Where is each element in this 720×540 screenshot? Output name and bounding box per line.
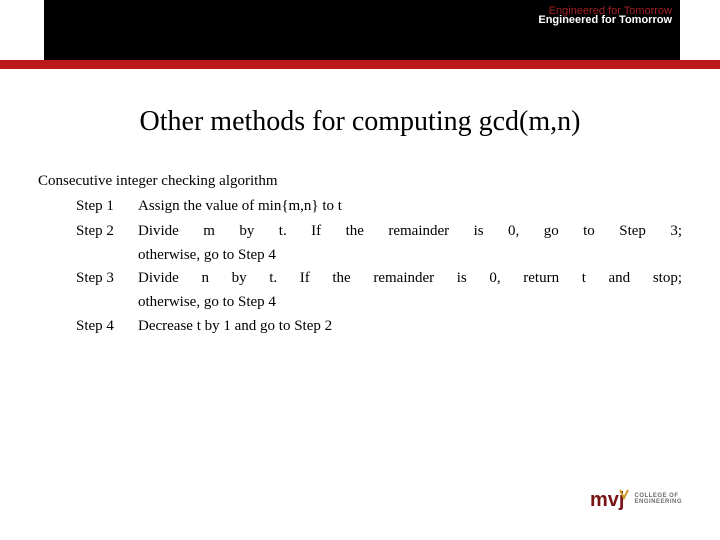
step-row: Step 1 Assign the value of min{m,n} to t — [38, 195, 682, 218]
step-text: Assign the value of min{m,n} to t — [138, 195, 682, 218]
footer-logo: mvj COLLEGE OF ENGINEERING — [590, 484, 682, 514]
header-accent-bar — [0, 60, 720, 69]
logo-icon: mvj — [590, 484, 630, 514]
logo-text: COLLEGE OF ENGINEERING — [634, 493, 682, 505]
step-continuation: otherwise, go to Step 4 — [38, 291, 682, 314]
step-label: Step 2 — [76, 220, 138, 243]
header-block: Engineered for Tomorrow Engineered for T… — [44, 0, 680, 60]
step-row: Step 3 Divide n by t. If the remainder i… — [38, 267, 682, 290]
svg-text:mvj: mvj — [590, 489, 624, 511]
step-continuation: otherwise, go to Step 4 — [38, 244, 682, 267]
logo-line2: ENGINEERING — [634, 499, 682, 505]
tagline-text: Engineered for Tomorrow — [538, 14, 672, 26]
algorithm-subtitle: Consecutive integer checking algorithm — [38, 170, 682, 193]
step-label: Step 4 — [76, 315, 138, 338]
page-title: Other methods for computing gcd(m,n) — [0, 106, 720, 138]
step-row: Step 4 Decrease t by 1 and go to Step 2 — [38, 315, 682, 338]
content-body: Consecutive integer checking algorithm S… — [38, 170, 682, 339]
step-label: Step 3 — [76, 267, 138, 290]
step-row: Step 2 Divide m by t. If the remainder i… — [38, 220, 682, 243]
step-label: Step 1 — [76, 195, 138, 218]
step-text: Decrease t by 1 and go to Step 2 — [138, 315, 682, 338]
step-text: Divide m by t. If the remainder is 0, go… — [138, 220, 682, 243]
step-text: Divide n by t. If the remainder is 0, re… — [138, 267, 682, 290]
